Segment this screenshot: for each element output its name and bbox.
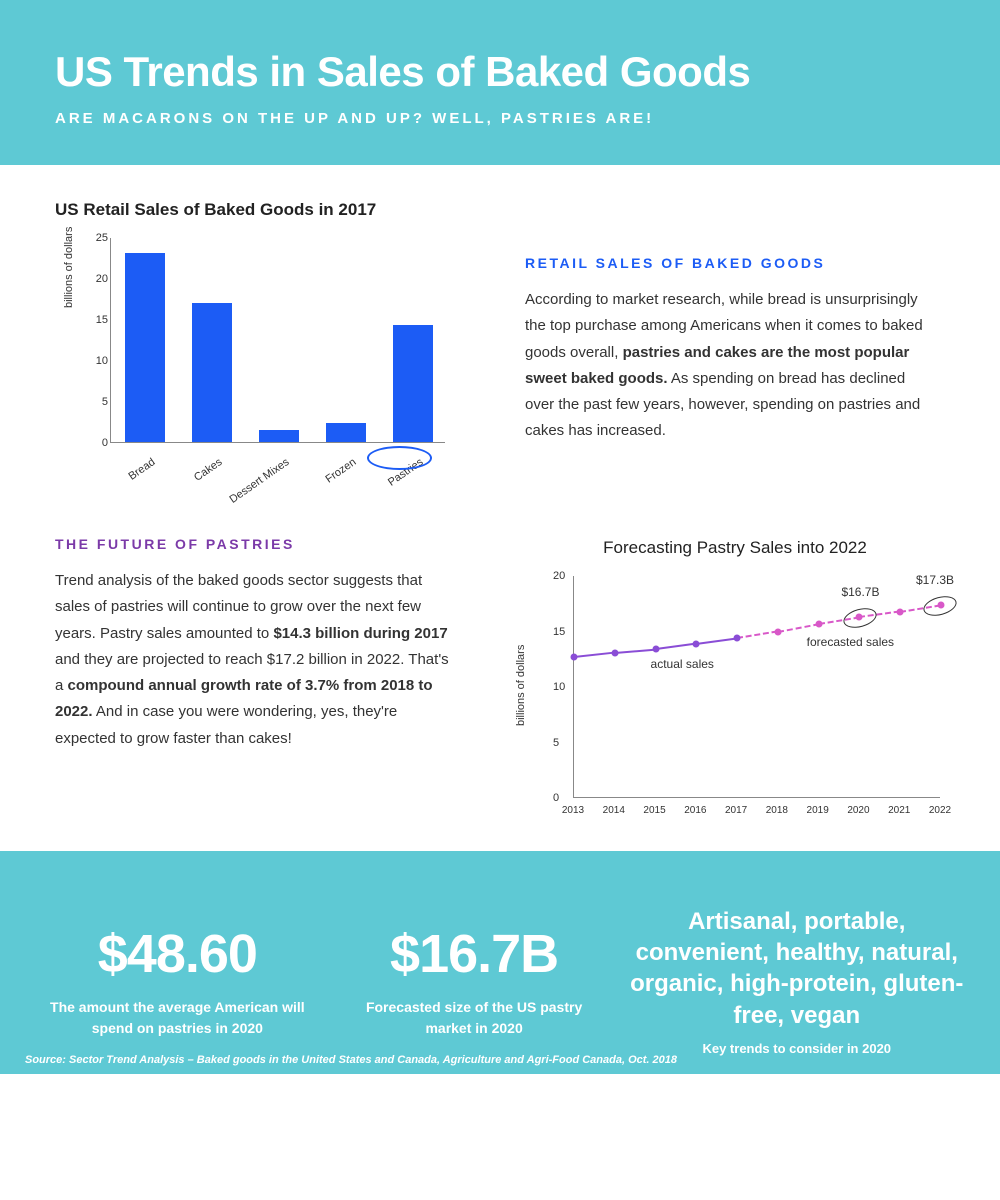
content-area: US Retail Sales of Baked Goods in 2017 b… xyxy=(0,165,1000,851)
page-subtitle: ARE MACARONS ON THE UP AND UP? WELL, PAS… xyxy=(55,110,945,127)
page-title: US Trends in Sales of Baked Goods xyxy=(55,48,945,96)
line-point xyxy=(734,635,741,642)
future-p3: And in case you were wondering, yes, the… xyxy=(55,703,397,746)
header-banner: US Trends in Sales of Baked Goods ARE MA… xyxy=(0,0,1000,165)
line-segment xyxy=(655,643,696,651)
line-segment xyxy=(615,648,656,653)
bar-y-tick: 5 xyxy=(90,396,108,408)
bar xyxy=(192,303,232,442)
bar-y-tick: 0 xyxy=(90,437,108,449)
line-point xyxy=(611,649,618,656)
retail-body: According to market research, while brea… xyxy=(525,287,925,445)
line-y-tick: 15 xyxy=(553,626,565,638)
line-segment xyxy=(737,631,778,640)
line-x-tick: 2018 xyxy=(766,805,788,816)
callout-1: $16.7B xyxy=(841,585,879,599)
bar-y-label: billions of dollars xyxy=(63,227,75,308)
line-chart-plot: actual salesforecasted sales$16.7B$17.3B xyxy=(573,576,940,798)
retail-heading: RETAIL SALES OF BAKED GOODS xyxy=(525,255,945,271)
line-chart: billions of dollars actual salesforecast… xyxy=(525,566,945,826)
callout-2: $17.3B xyxy=(916,573,954,587)
line-x-tick: 2020 xyxy=(847,805,869,816)
bar xyxy=(125,253,165,442)
line-x-tick: 2022 xyxy=(929,805,951,816)
trends-desc: Key trends to consider in 2020 xyxy=(629,1041,965,1056)
bar xyxy=(259,430,299,442)
line-segment xyxy=(696,637,737,645)
line-segment xyxy=(574,652,615,658)
line-point xyxy=(815,620,822,627)
forecast-sales-label: forecasted sales xyxy=(807,635,894,649)
line-x-tick: 2021 xyxy=(888,805,910,816)
line-y-tick: 5 xyxy=(553,737,559,749)
oval-annotation xyxy=(842,605,880,631)
line-point xyxy=(693,640,700,647)
bar-x-label: Frozen xyxy=(286,456,358,512)
bar-x-label: Bread xyxy=(85,456,157,512)
bar xyxy=(393,325,433,442)
stat2-value: $16.7B xyxy=(345,923,604,985)
line-x-tick: 2019 xyxy=(807,805,829,816)
line-x-tick: 2014 xyxy=(603,805,625,816)
stat2-desc: Forecasted size of the US pastry market … xyxy=(345,997,604,1039)
footer-banner: $48.60 The amount the average American w… xyxy=(0,851,1000,1074)
actual-sales-label: actual sales xyxy=(651,657,714,671)
bar-x-label: Dessert Mixes xyxy=(219,456,291,512)
line-y-label: billions of dollars xyxy=(515,645,527,726)
bar xyxy=(326,423,366,442)
stat1-block: $48.60 The amount the average American w… xyxy=(35,923,320,1039)
future-heading: THE FUTURE OF PASTRIES xyxy=(55,536,470,552)
line-point xyxy=(652,646,659,653)
future-body: Trend analysis of the baked goods sector… xyxy=(55,568,455,752)
bar-chart-title: US Retail Sales of Baked Goods in 2017 xyxy=(55,200,470,220)
stat2-block: $16.7B Forecasted size of the US pastry … xyxy=(345,923,604,1039)
stat1-value: $48.60 xyxy=(35,923,320,985)
bar-chart: billions of dollars 0510152025BreadCakes… xyxy=(55,238,455,498)
line-x-tick: 2013 xyxy=(562,805,584,816)
bar-y-tick: 20 xyxy=(90,273,108,285)
stat1-desc: The amount the average American will spe… xyxy=(35,997,320,1039)
retail-section: RETAIL SALES OF BAKED GOODS According to… xyxy=(525,200,945,498)
line-chart-block: Forecasting Pastry Sales into 2022 billi… xyxy=(525,526,945,826)
highlight-circle xyxy=(367,446,432,470)
line-chart-title: Forecasting Pastry Sales into 2022 xyxy=(525,538,945,558)
line-y-tick: 10 xyxy=(553,681,565,693)
bar-y-tick: 15 xyxy=(90,314,108,326)
bar-chart-plot xyxy=(110,238,445,443)
line-segment xyxy=(778,623,819,633)
line-x-tick: 2016 xyxy=(684,805,706,816)
bar-chart-block: US Retail Sales of Baked Goods in 2017 b… xyxy=(55,200,470,498)
trends-text: Artisanal, portable, convenient, healthy… xyxy=(629,906,965,1031)
line-point xyxy=(571,654,578,661)
line-y-tick: 0 xyxy=(553,792,559,804)
line-x-tick: 2015 xyxy=(643,805,665,816)
bar-y-tick: 10 xyxy=(90,355,108,367)
future-section: THE FUTURE OF PASTRIES Trend analysis of… xyxy=(55,526,470,826)
bar-x-label: Cakes xyxy=(152,456,224,512)
source-citation: Source: Sector Trend Analysis – Baked go… xyxy=(25,1054,677,1066)
line-y-tick: 20 xyxy=(553,570,565,582)
line-x-tick: 2017 xyxy=(725,805,747,816)
line-point xyxy=(897,608,904,615)
bar-y-tick: 25 xyxy=(90,232,108,244)
trends-block: Artisanal, portable, convenient, healthy… xyxy=(629,906,965,1056)
future-b1: $14.3 billion during 2017 xyxy=(273,625,447,642)
oval-annotation xyxy=(921,593,959,619)
line-point xyxy=(774,628,781,635)
